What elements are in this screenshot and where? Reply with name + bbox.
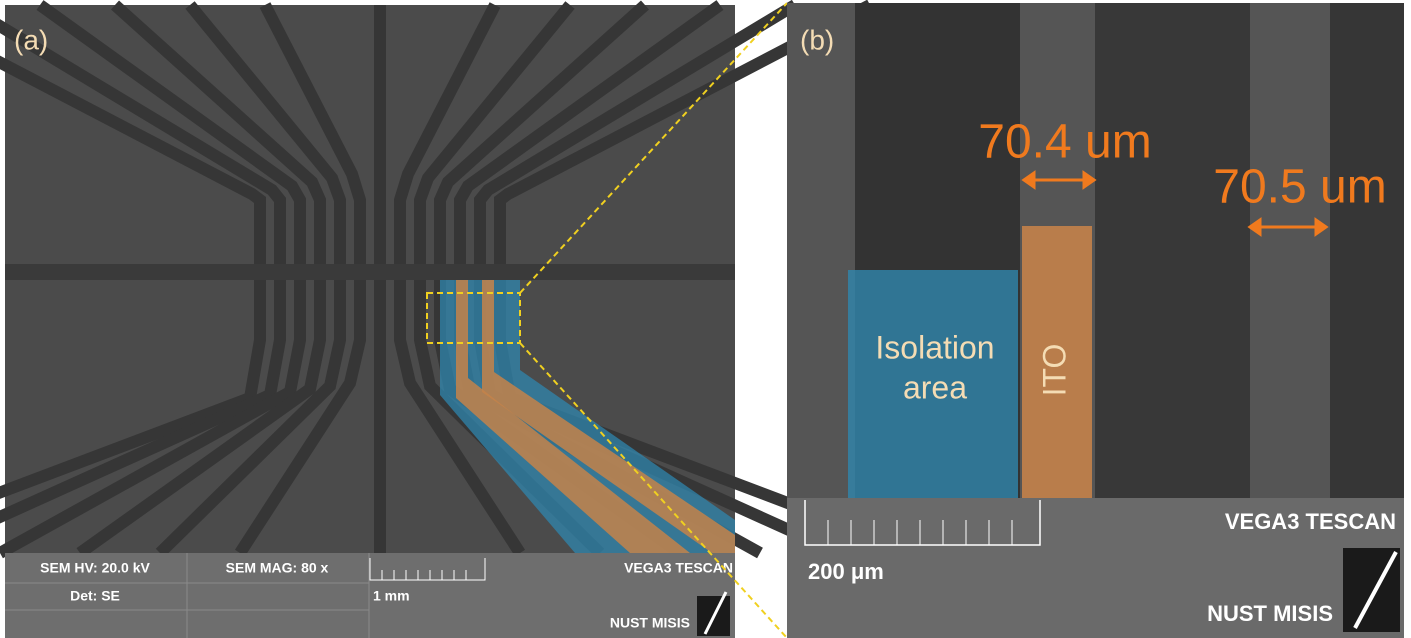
info-hv: SEM HV: 20.0 kV bbox=[40, 560, 150, 576]
panel-label: (a) bbox=[14, 24, 48, 55]
panel-b: (b) 70.4 um 70.5 um Isolation area ITO 2… bbox=[787, 3, 1404, 638]
info-scale: 200 μm bbox=[808, 559, 884, 584]
info-mag: SEM MAG: 80 x bbox=[226, 560, 329, 576]
info-lab: NUST MISIS bbox=[1207, 601, 1333, 626]
info-lab: NUST MISIS bbox=[610, 615, 690, 631]
panel-a: (a) SEM HV: 20.0 kV SEM MAG: 80 x Det: S… bbox=[0, 5, 920, 638]
dark-stripe bbox=[1095, 3, 1250, 498]
info-det: Det: SE bbox=[70, 588, 120, 604]
ito-label: ITO bbox=[1036, 344, 1072, 397]
figure: (a) SEM HV: 20.0 kV SEM MAG: 80 x Det: S… bbox=[0, 0, 1411, 638]
isolation-label: Isolation bbox=[875, 329, 994, 365]
info-brand: VEGA3 TESCAN bbox=[1225, 509, 1396, 534]
isolation-label: area bbox=[903, 369, 967, 405]
width-label: 70.4 um bbox=[978, 116, 1151, 169]
dark-stripe bbox=[1330, 3, 1404, 498]
width-label: 70.5 um bbox=[1213, 161, 1386, 214]
info-scale: 1 mm bbox=[373, 588, 410, 604]
info-brand: VEGA3 TESCAN bbox=[624, 560, 733, 576]
horizontal-band bbox=[5, 264, 735, 280]
panel-label: (b) bbox=[800, 24, 834, 55]
